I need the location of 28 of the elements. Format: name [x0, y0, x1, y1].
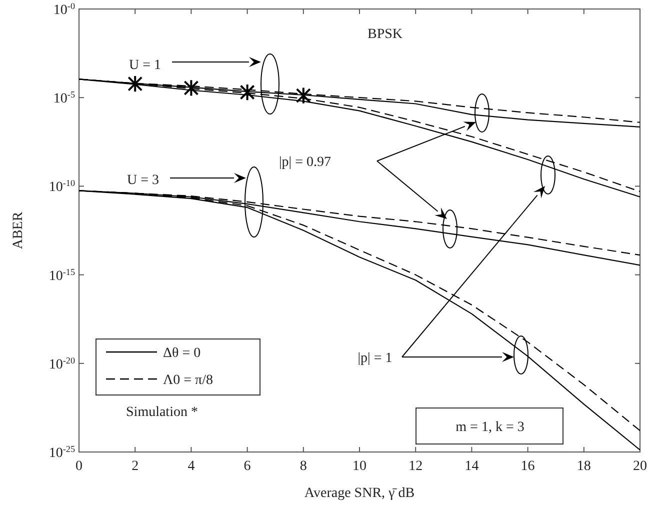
x-tick-label: 0: [76, 459, 82, 474]
x-axis-title: Average SNR, γ̄ dB: [304, 486, 415, 501]
annotation: U = 3: [126, 173, 160, 188]
text: BPSK: [367, 27, 403, 42]
y-tick-label: 10$^{-0}$: [53, 1, 76, 18]
y-tick-label: 10$^{-10}$: [48, 178, 76, 196]
x-tick-label: 4: [188, 459, 195, 474]
annotation: |p| = 1: [358, 351, 392, 366]
y-tick-label: 10$^{-20}$: [48, 355, 76, 372]
x-tick-label: 20: [633, 459, 647, 474]
annotation: Simulation *: [126, 405, 198, 420]
y-tick-label: 10$^{-15}$: [48, 266, 76, 284]
legend-label: Δθ = 0: [163, 346, 201, 361]
y-tick-label: 10$^{-5}$: [53, 90, 76, 107]
x-tick-label: 10: [352, 459, 366, 474]
x-tick-label: 2: [132, 459, 139, 474]
x-tick-label: 14: [464, 459, 479, 474]
x-tick-label: 18: [576, 459, 591, 474]
legend-label: Λ0 = π/8: [163, 373, 214, 388]
y-axis-title: ABER: [11, 211, 26, 250]
x-tick-label: 16: [520, 459, 535, 474]
x-tick-label: 12: [408, 459, 423, 474]
annotation: m = 1, k = 3: [456, 420, 524, 435]
annotation: U = 1: [128, 58, 162, 73]
annotation: |p| = 0.97: [278, 155, 332, 170]
x-tick-label: 6: [244, 459, 251, 474]
x-tick-label: 8: [300, 459, 307, 474]
y-tick-label: 10$^{-25}$: [48, 444, 76, 461]
